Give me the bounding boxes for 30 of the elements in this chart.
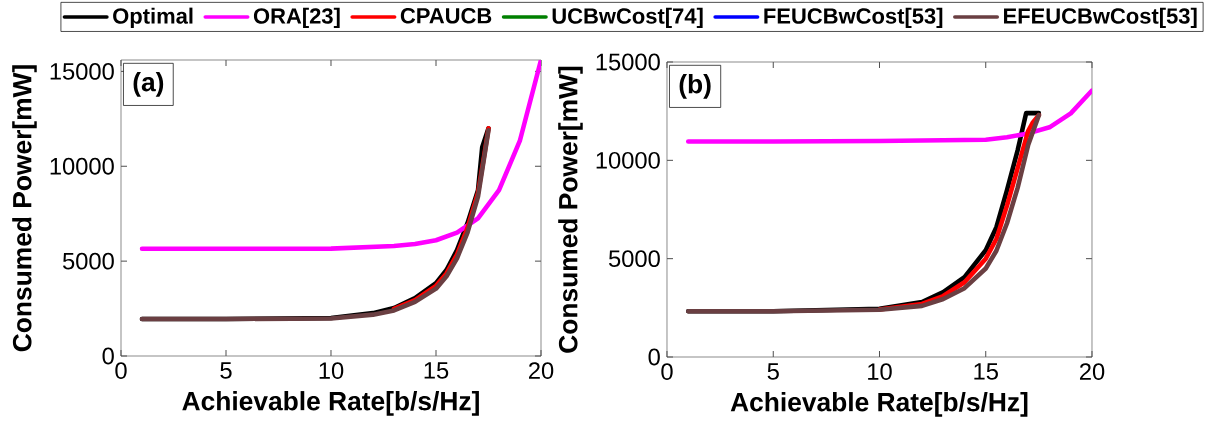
x-tick-label: 0 — [115, 362, 127, 379]
x-tick-label: 20 — [528, 362, 554, 379]
legend-label: EFEUCBwCost[53] — [1004, 7, 1197, 29]
legend-label: UCBwCost[74] — [552, 7, 703, 29]
y-tick-label: 5000 — [62, 252, 114, 270]
annotation: (b) — [679, 74, 711, 99]
x-tick-label: 10 — [868, 363, 892, 380]
x-axis-title: Achievable Rate[b/s/Hz] — [730, 392, 1028, 417]
y-tick-label: 10000 — [50, 157, 114, 175]
legend-label: Optimal — [113, 7, 193, 29]
x-tick-label: 15 — [974, 363, 998, 380]
legend-label: FEUCBwCost[53] — [764, 7, 943, 29]
y-tick-label: 0 — [102, 347, 114, 365]
y-tick-label: 0 — [648, 348, 660, 366]
y-axis-title: Consumed Power[mW] — [558, 66, 583, 353]
y-tick-label: 15000 — [596, 53, 660, 71]
x-axis-title: Achievable Rate[b/s/Hz] — [182, 391, 479, 416]
y-tick-label: 5000 — [608, 250, 660, 268]
y-axis-title: Consumed Power[mW] — [12, 65, 37, 352]
x-tick-label: 0 — [661, 363, 673, 380]
y-tick-label: 10000 — [596, 151, 660, 169]
legend-label: ORA[23] — [253, 7, 340, 29]
x-tick-label: 5 — [220, 362, 232, 379]
annotation: (a) — [133, 72, 164, 97]
y-tick-label: 15000 — [50, 62, 114, 80]
x-tick-label: 10 — [319, 362, 344, 379]
x-tick-label: 5 — [767, 363, 779, 380]
legend-label: CPAUCB — [400, 7, 492, 24]
x-tick-label: 20 — [1079, 363, 1105, 380]
x-tick-label: 15 — [424, 362, 449, 379]
